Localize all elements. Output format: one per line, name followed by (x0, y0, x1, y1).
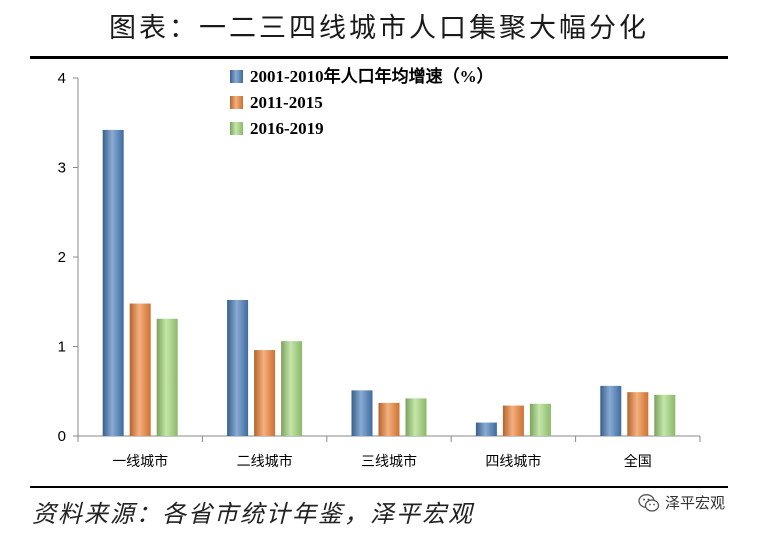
top-rule (30, 56, 728, 59)
bar (378, 402, 400, 436)
bar (627, 392, 649, 436)
bar (156, 318, 178, 436)
legend-swatch (230, 96, 243, 109)
bar (254, 350, 276, 436)
y-tick-label: 1 (58, 339, 66, 356)
bar (405, 398, 427, 436)
bars (102, 129, 676, 436)
bar (475, 422, 497, 436)
legend-label: 2011-2015 (250, 93, 323, 112)
y-tick-label: 3 (58, 160, 66, 177)
legend-swatch (230, 122, 243, 135)
bar (102, 129, 124, 436)
y-tick-label: 2 (58, 249, 66, 266)
bar (502, 405, 524, 436)
bar (351, 390, 373, 436)
axes: 0 1 2 3 4 一线城市 二线城市 三线城市 四线城市 全国 (58, 70, 701, 470)
x-category-label: 三线城市 (361, 453, 417, 470)
legend-label: 2016-2019 (250, 119, 324, 138)
chart-title: 图表：一二三四线城市人口集聚大幅分化 (109, 13, 649, 44)
legend: 2001-2010年人口年均增速（%） 2011-2015 2016-2019 (230, 66, 494, 138)
bar (600, 385, 622, 436)
y-tick-label: 0 (58, 428, 66, 445)
watermark-text: 泽平宏观 (665, 494, 726, 512)
bar (227, 299, 249, 436)
bar (529, 403, 551, 436)
x-category-label: 全国 (624, 453, 652, 470)
legend-label: 2001-2010年人口年均增速（%） (250, 66, 494, 86)
legend-swatch (230, 70, 243, 83)
bar (129, 303, 151, 436)
source-note: 资料来源：各省市统计年鉴，泽平宏观 (32, 500, 474, 528)
y-tick-label: 4 (58, 70, 66, 87)
bar-chart: 0 1 2 3 4 一线城市 二线城市 三线城市 四线城市 全国 2001-2010年人口年均增速… (58, 66, 701, 470)
watermark: 泽平宏观 (638, 492, 725, 513)
bar (281, 341, 303, 436)
x-category-label: 四线城市 (485, 453, 541, 470)
bottom-rule (30, 486, 728, 488)
x-category-label: 一线城市 (112, 453, 168, 470)
wechat-icon (638, 493, 660, 512)
bar (654, 394, 676, 436)
x-category-label: 二线城市 (237, 453, 293, 470)
